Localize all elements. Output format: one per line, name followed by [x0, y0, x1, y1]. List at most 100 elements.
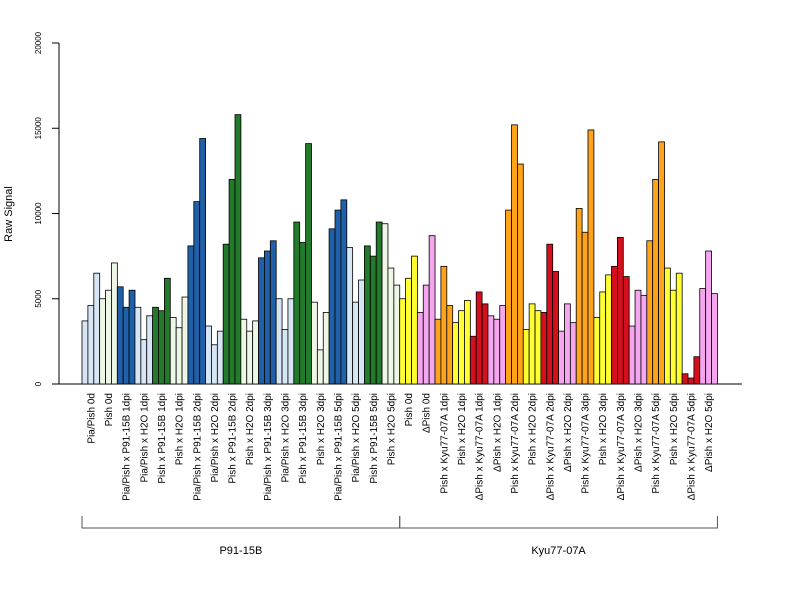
bar — [122, 306, 130, 385]
bar — [393, 284, 401, 385]
bar — [411, 255, 418, 385]
bar — [658, 141, 665, 385]
x-tick-label: Pia/Pish x H2O 3dpi — [281, 393, 292, 483]
bar — [440, 265, 448, 385]
bar — [428, 235, 436, 385]
bar — [322, 311, 330, 385]
bar — [699, 288, 707, 385]
x-tick-label: Pish x P91-15B 2dpi — [228, 393, 239, 484]
bar — [111, 262, 118, 385]
bar — [569, 322, 577, 385]
y-ticks: 0 5000 10000 15000 20000 — [34, 31, 59, 386]
bar — [405, 277, 412, 385]
x-tick-label: ΔPish x Kyu77-07A 1dpi — [475, 393, 486, 500]
x-tick-label: Pish x H2O 2dpi — [528, 393, 539, 465]
x-tick-label: ΔPish x H2O 3dpi — [634, 393, 645, 472]
bar — [175, 327, 183, 385]
bar — [581, 231, 589, 385]
bar — [311, 301, 318, 385]
bar — [646, 240, 654, 385]
bar — [134, 306, 142, 385]
bar — [205, 325, 212, 385]
bar — [316, 349, 324, 385]
bar — [163, 277, 171, 385]
x-tick-label: ΔPish x H2O 1dpi — [492, 393, 503, 472]
bar — [452, 322, 459, 385]
y-tick-label: 20000 — [34, 31, 43, 54]
x-tick-label: Pish x P91-15B 3dpi — [298, 393, 309, 484]
bar — [116, 286, 124, 385]
bar — [481, 303, 489, 385]
bar — [416, 311, 424, 385]
bar — [617, 236, 624, 385]
x-tick-label: Pia/Pish x H2O 5dpi — [351, 393, 362, 483]
bar — [546, 243, 554, 385]
bar — [152, 306, 159, 385]
bar — [146, 315, 154, 385]
x-tick-labels: Pia/Pish 0d Pish 0d Pia/Pish x P91-15B 1dp… — [86, 393, 715, 501]
bar — [446, 305, 454, 385]
bar — [346, 247, 354, 385]
x-tick-label: Pish x Kyu77-07A 1dpi — [439, 393, 450, 494]
x-tick-label: ΔPish x Kyu77-07A 5dpi — [686, 393, 697, 500]
bars — [81, 114, 718, 385]
bar — [258, 257, 265, 385]
bar — [528, 303, 536, 385]
bar — [252, 320, 259, 385]
bar — [328, 228, 336, 385]
x-tick-label: Pish x H2O 2dpi — [245, 393, 256, 465]
x-tick-label: Pia/Pish 0d — [86, 393, 97, 444]
bar — [158, 310, 165, 385]
bar — [634, 289, 642, 385]
bar — [487, 315, 495, 385]
bar — [199, 138, 206, 385]
bar — [669, 289, 677, 385]
bar — [475, 291, 483, 385]
bar — [211, 344, 218, 385]
bar — [281, 329, 289, 385]
bar — [511, 124, 518, 385]
bar — [493, 318, 501, 385]
x-tick-label: Pish x H2O 5dpi — [669, 393, 680, 465]
x-tick-label: Pish x Kyu77-07A 2dpi — [510, 393, 521, 494]
y-tick-label: 15000 — [34, 117, 43, 140]
bar — [193, 201, 201, 385]
bar — [540, 311, 548, 385]
x-tick-label: Pia/Pish x P91-15B 2dpi — [192, 393, 203, 501]
x-tick-label: Pia/Pish x P91-15B 5dpi — [333, 393, 344, 501]
bar — [499, 305, 507, 385]
bar — [622, 276, 630, 385]
bar — [140, 339, 148, 385]
bar — [599, 291, 607, 385]
bar — [93, 272, 101, 385]
bar — [628, 325, 636, 385]
group-bracket — [399, 516, 718, 529]
bar — [587, 129, 595, 385]
bar — [611, 265, 618, 385]
bar — [687, 377, 695, 385]
bar — [605, 274, 612, 385]
bar — [305, 143, 312, 385]
bar — [352, 301, 359, 385]
group-label: Kyu77-07A — [531, 545, 586, 557]
bar — [81, 320, 89, 385]
bar — [234, 114, 242, 385]
x-tick-label: Pish x H2O 3dpi — [316, 393, 327, 465]
bar — [399, 298, 407, 385]
bar — [299, 242, 307, 385]
bar — [87, 305, 95, 385]
bar — [228, 178, 236, 385]
group-brackets: P91-15B Kyu77-07A — [81, 516, 718, 557]
bar — [240, 318, 248, 385]
bar — [340, 199, 348, 385]
bar — [464, 300, 471, 385]
y-axis: 0 5000 10000 15000 20000 Raw Signal — [3, 31, 60, 386]
bar — [564, 303, 571, 385]
x-tick-label: Pish x P91-15B 5dpi — [369, 393, 380, 484]
bar — [363, 245, 371, 385]
bar — [375, 221, 383, 385]
bar — [458, 310, 465, 385]
bar — [469, 335, 477, 385]
x-tick-label: ΔPish x H2O 2dpi — [563, 393, 574, 472]
